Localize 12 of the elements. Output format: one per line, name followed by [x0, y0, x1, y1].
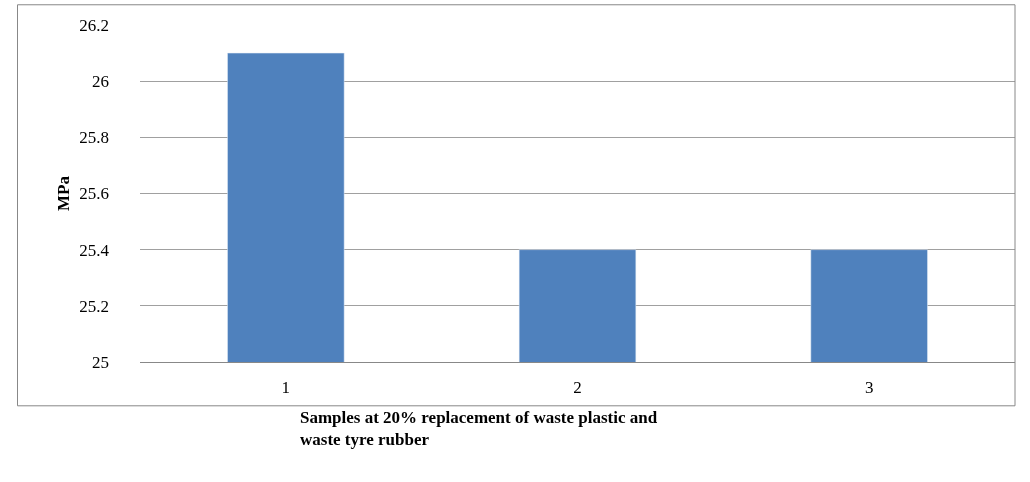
y-axis-title: MPa [53, 175, 73, 211]
x-tick-label: 2 [573, 378, 582, 398]
x-tick-label: 1 [281, 378, 291, 398]
y-tick-label: 25.2 [79, 296, 109, 316]
x-axis-title: Samples at 20% replacement of waste plastic and waste tyre rubber [300, 408, 658, 450]
x-tick-label: 3 [864, 378, 874, 398]
y-tick-label: 25.8 [79, 128, 109, 148]
y-tick-label: 25.4 [79, 240, 110, 260]
y-tick-label: 26.2 [79, 15, 109, 35]
y-tick-label: 25.6 [79, 184, 109, 204]
y-tick-label: 25 [92, 352, 109, 372]
y-tick-label: 26 [92, 72, 109, 92]
